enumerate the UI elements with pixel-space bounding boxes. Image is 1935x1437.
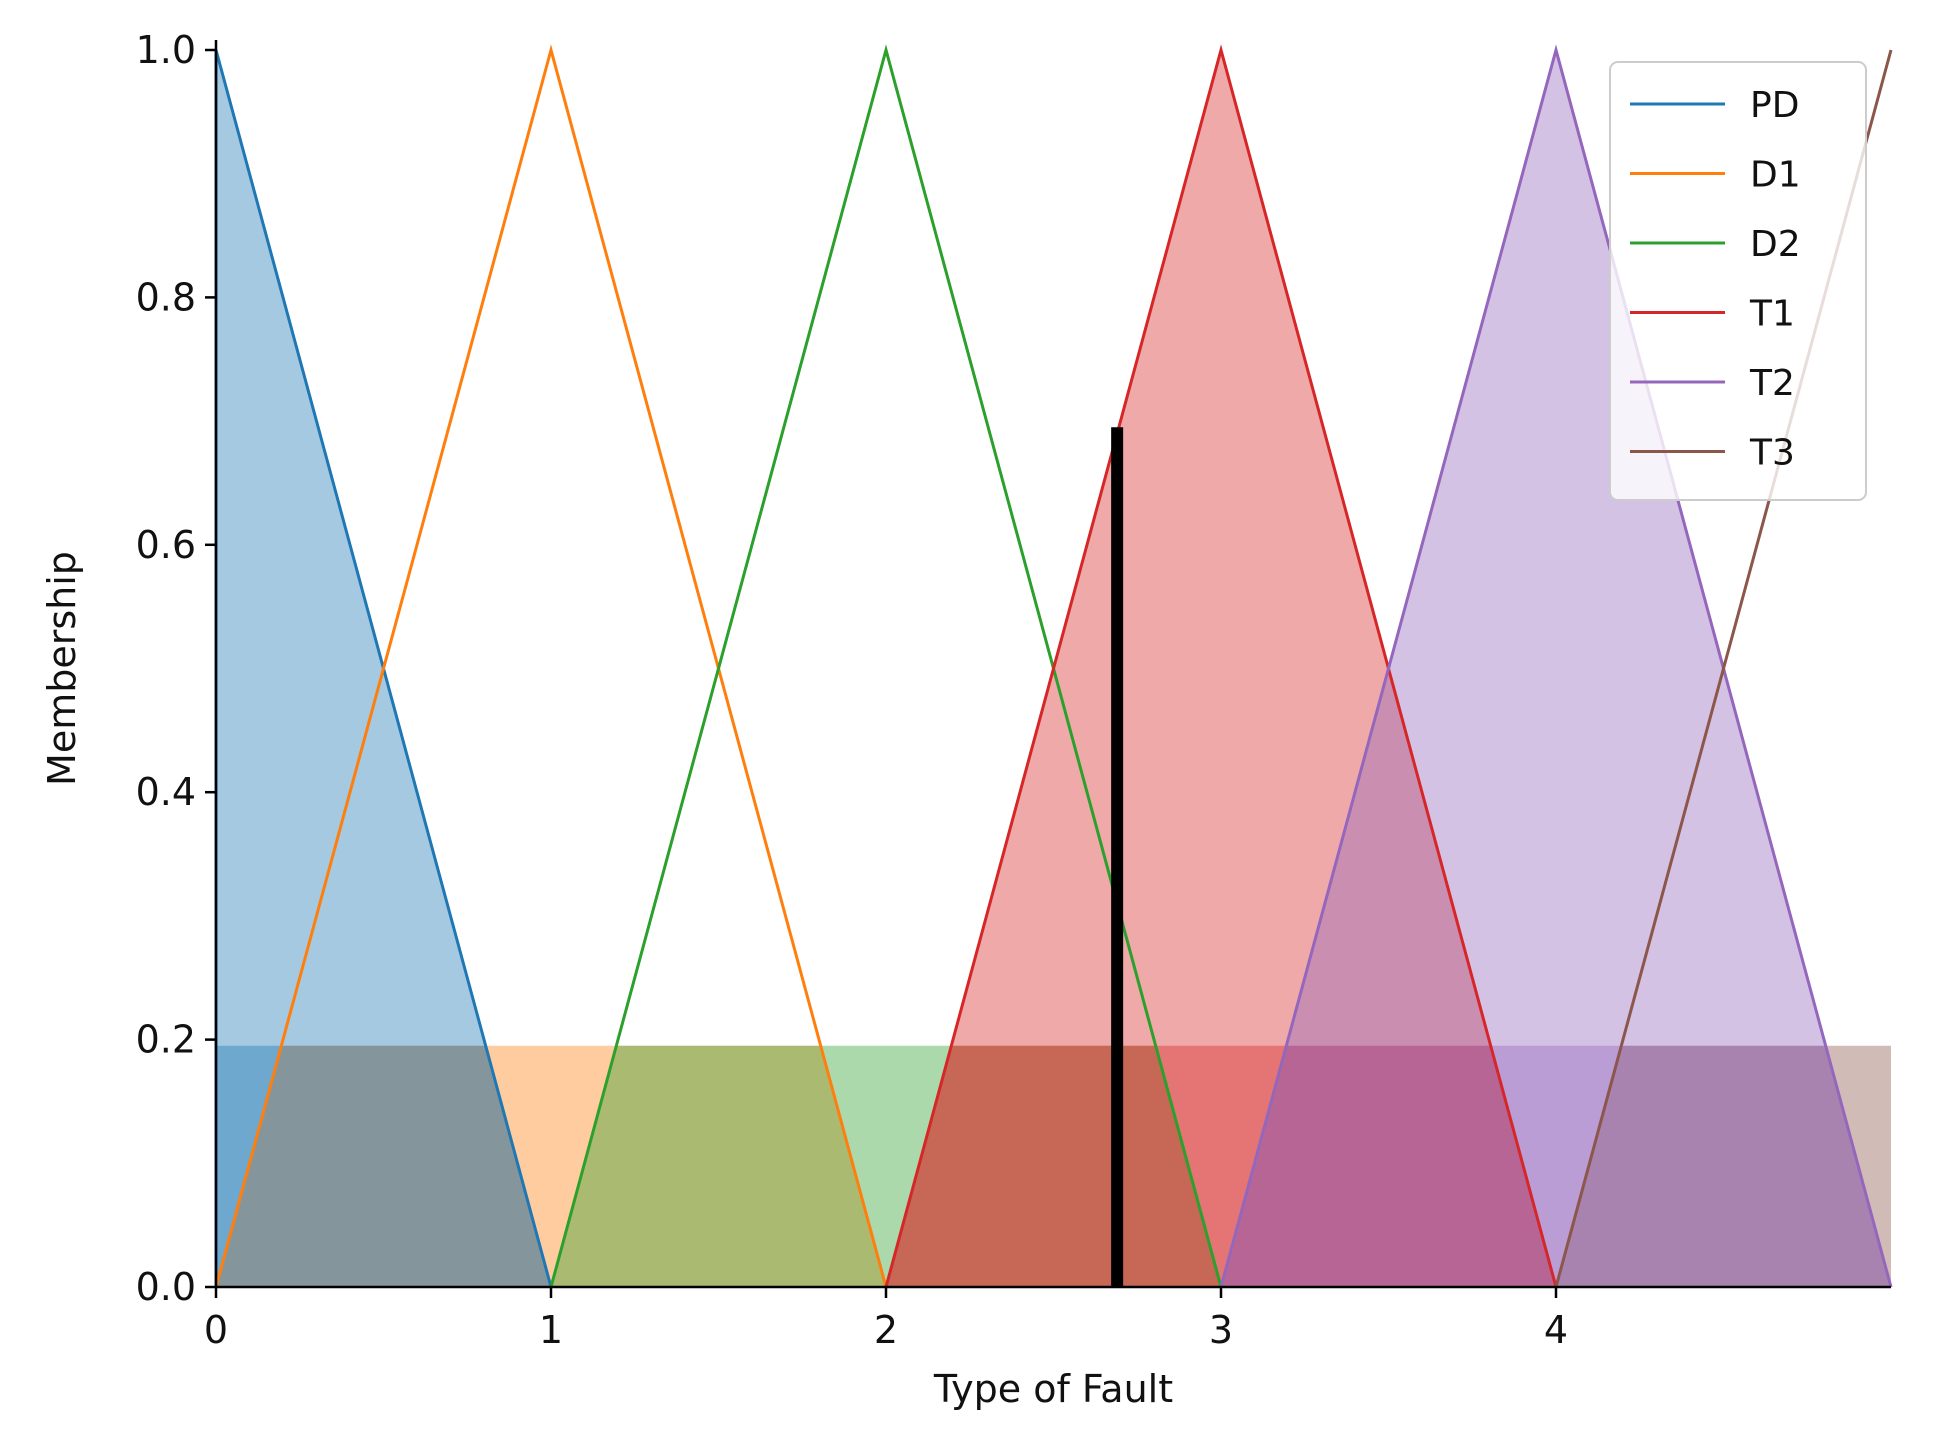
legend-label-d1: D1 [1750,155,1801,196]
line-t1 [884,44,1558,1288]
x-tick-label: 1 [539,1308,563,1352]
x-axis-label: Type of Fault [933,1367,1173,1411]
y-tick-label: 0.2 [136,1018,196,1062]
clipped-fill-t2 [1221,1045,1891,1287]
legend-label-t1: T1 [1749,294,1795,335]
clipped-fill-d1 [216,1045,886,1287]
membership-fill-t2 [1221,50,1891,1287]
line-d2 [549,44,1223,1288]
legend-label-pd: PD [1750,85,1799,126]
chart-axes: 0 1 2 3 4 0.0 0.2 0.4 0.6 0.8 1.0 [136,28,1891,1352]
clipped-fill-t3 [1556,1045,1891,1287]
y-tick-label: 1.0 [136,28,196,72]
y-tick-label: 0.0 [136,1265,196,1309]
legend-label-d2: D2 [1750,224,1801,265]
chart-legend: PD D1 D2 T1 T2 T3 [1609,61,1867,501]
membership-fill-t1 [886,50,1556,1287]
line-d1 [214,44,888,1288]
legend-frame [1609,61,1867,501]
clipped-fill-d2 [551,1045,1221,1287]
y-axis-label: Membership [40,551,84,786]
legend-label-t3: T3 [1749,433,1795,474]
line-t2 [1219,44,1893,1288]
x-tick-label: 0 [204,1308,228,1352]
x-tick-label: 4 [1544,1308,1568,1352]
clipped-fill-t1 [886,1045,1556,1287]
x-tick-label: 3 [1209,1308,1233,1352]
y-tick-label: 0.4 [136,770,196,814]
clipped-fill-pd [216,1045,551,1287]
x-tick-label: 2 [874,1308,898,1352]
legend-label-t2: T2 [1749,363,1795,404]
y-tick-label: 0.6 [136,523,196,567]
y-tick-label: 0.8 [136,275,196,319]
